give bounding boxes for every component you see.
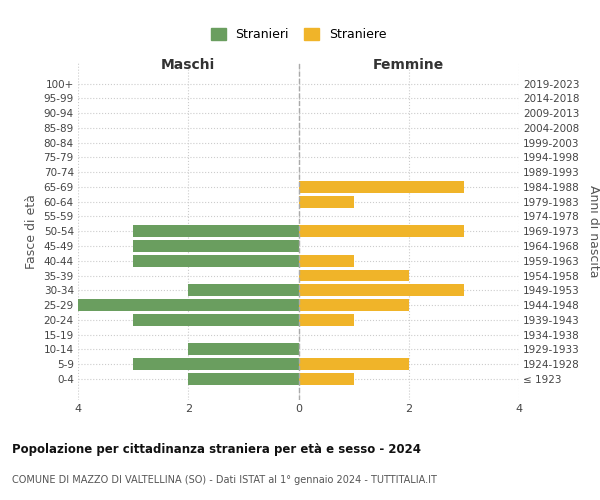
Text: COMUNE DI MAZZO DI VALTELLINA (SO) - Dati ISTAT al 1° gennaio 2024 - TUTTITALIA.: COMUNE DI MAZZO DI VALTELLINA (SO) - Dat…	[12, 475, 437, 485]
Bar	[299, 181, 464, 193]
Bar	[299, 373, 353, 384]
Bar	[133, 255, 299, 266]
Y-axis label: Anni di nascita: Anni di nascita	[587, 185, 600, 278]
Legend: Stranieri, Straniere: Stranieri, Straniere	[211, 28, 386, 42]
Bar	[299, 255, 353, 266]
Bar	[299, 196, 353, 207]
Bar	[133, 358, 299, 370]
Bar	[299, 314, 353, 326]
Text: Femmine: Femmine	[373, 58, 445, 72]
Bar	[133, 314, 299, 326]
Bar	[299, 226, 464, 237]
Bar	[299, 358, 409, 370]
Bar	[133, 226, 299, 237]
Text: Maschi: Maschi	[161, 58, 215, 72]
Y-axis label: Fasce di età: Fasce di età	[25, 194, 38, 268]
Bar	[299, 299, 409, 311]
Bar	[299, 270, 409, 281]
Bar	[188, 284, 299, 296]
Text: Popolazione per cittadinanza straniera per età e sesso - 2024: Popolazione per cittadinanza straniera p…	[12, 442, 421, 456]
Bar	[299, 284, 464, 296]
Bar	[188, 373, 299, 384]
Bar	[133, 240, 299, 252]
Bar	[78, 299, 299, 311]
Bar	[188, 344, 299, 355]
